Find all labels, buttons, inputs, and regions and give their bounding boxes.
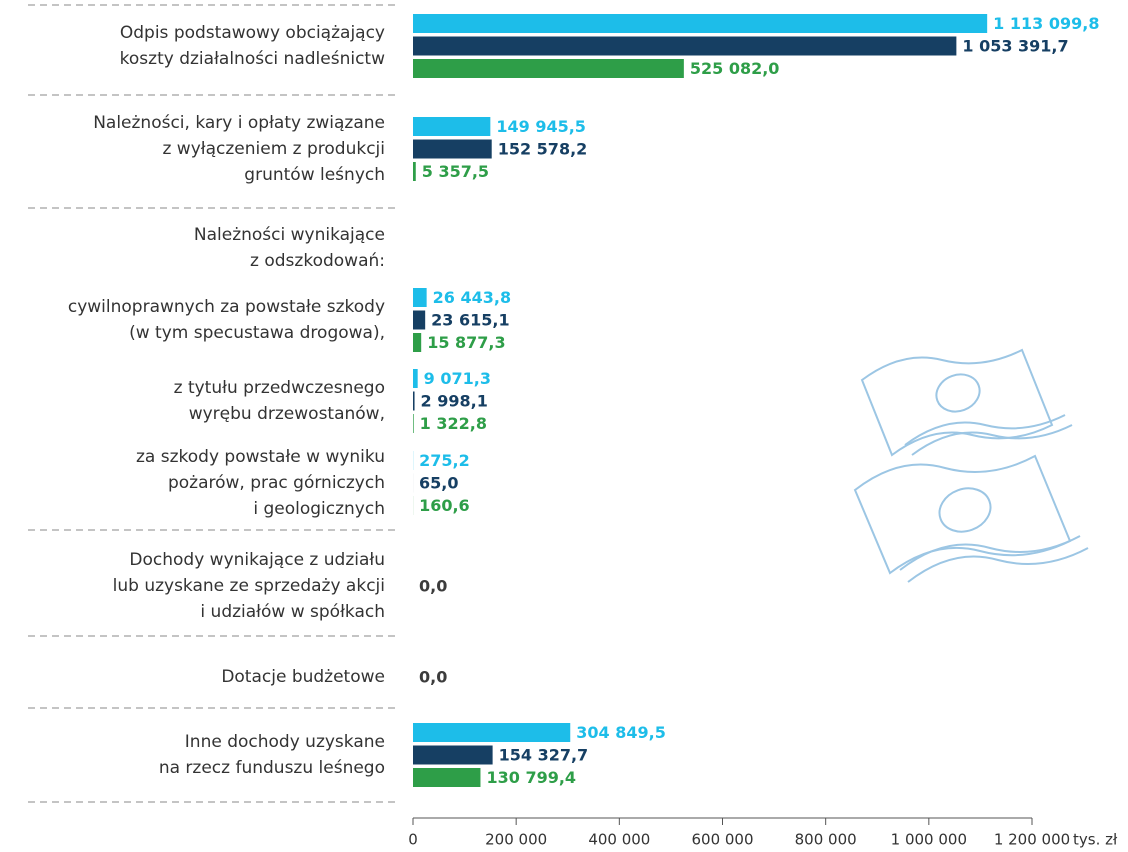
x-tick-label: 1 200 000 (994, 831, 1070, 849)
category-label: za szkody powstałe w wyniku pożarów, pra… (136, 444, 385, 522)
bar (413, 117, 490, 136)
value-label: 23 615,1 (431, 311, 509, 330)
bar (413, 414, 414, 433)
category-label: Inne dochody uzyskane na rzecz funduszu … (159, 729, 385, 781)
value-label: 275,2 (419, 451, 470, 470)
value-label: 5 357,5 (422, 162, 489, 181)
value-label: 160,6 (419, 496, 470, 515)
value-label: 1 113 099,8 (993, 14, 1099, 33)
value-label: 15 877,3 (427, 333, 505, 352)
bar (413, 723, 570, 742)
value-label: 130 799,4 (486, 768, 576, 787)
value-label: 149 945,5 (496, 117, 586, 136)
value-label: 9 071,3 (424, 369, 491, 388)
value-label: 0,0 (419, 577, 447, 596)
value-label: 1 322,8 (420, 414, 487, 433)
bar (413, 746, 493, 765)
bar (413, 14, 987, 33)
value-label: 0,0 (419, 668, 447, 687)
bar (413, 768, 480, 787)
bar (413, 311, 425, 330)
bar (413, 392, 415, 411)
bar (413, 140, 492, 159)
value-label: 304 849,5 (576, 723, 666, 742)
bar (413, 369, 418, 388)
category-label: z tytułu przedwczesnego wyrębu drzewosta… (174, 375, 385, 427)
category-label: cywilnoprawnych za powstałe szkody (w ty… (68, 294, 385, 346)
category-label: Dochody wynikające z udziału lub uzyskan… (113, 547, 385, 625)
value-label: 525 082,0 (690, 59, 780, 78)
x-unit: tys. zł (1073, 831, 1118, 849)
bar (413, 59, 684, 78)
value-label: 154 327,7 (499, 746, 589, 765)
value-label: 1 053 391,7 (962, 37, 1068, 56)
category-label: Należności wynikające z odszkodowań: (194, 222, 385, 274)
x-tick-label: 400 000 (588, 831, 650, 849)
value-label: 65,0 (419, 474, 458, 493)
value-label: 152 578,2 (498, 140, 588, 159)
chart: 1 113 099,8 149 945,5 26 443,8 9 071,3 275,2… (0, 0, 1128, 852)
x-tick-label: 600 000 (691, 831, 753, 849)
x-tick-label: 200 000 (485, 831, 547, 849)
x-tick-label: 1 000 000 (891, 831, 967, 849)
bar (413, 288, 427, 307)
bar (413, 37, 956, 56)
x-tick-label: 800 000 (795, 831, 857, 849)
category-label: Odpis podstawowy obciążający koszty dzia… (120, 20, 385, 72)
value-label: 2 998,1 (421, 392, 488, 411)
money-icon (855, 350, 1088, 582)
category-label: Należności, kary i opłaty związane z wył… (93, 110, 385, 188)
value-label: 26 443,8 (433, 288, 511, 307)
category-label: Dotacje budżetowe (221, 664, 385, 690)
bar (413, 333, 421, 352)
x-tick-label: 0 (408, 831, 418, 849)
bar (413, 162, 416, 181)
